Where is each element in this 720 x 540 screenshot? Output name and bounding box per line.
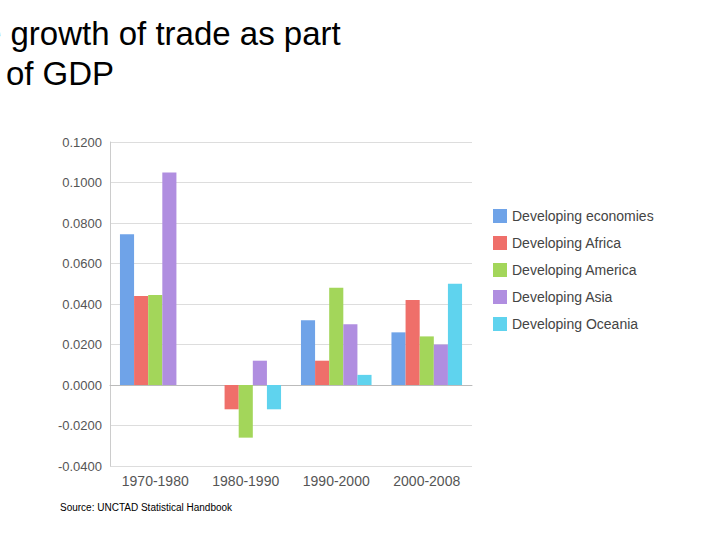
svg-text:Developing America: Developing America <box>512 262 637 278</box>
svg-text:0.0200: 0.0200 <box>62 337 102 352</box>
svg-text:0.0000: 0.0000 <box>62 378 102 393</box>
svg-text:1980-1990: 1980-1990 <box>212 473 279 489</box>
svg-text:0.1200: 0.1200 <box>62 135 102 150</box>
svg-text:of GDP: of GDP <box>6 55 114 92</box>
svg-text:1990-2000: 1990-2000 <box>303 473 370 489</box>
svg-text:1970-1980: 1970-1980 <box>122 473 189 489</box>
svg-text:Developing Asia: Developing Asia <box>512 289 613 305</box>
svg-text:2000-2008: 2000-2008 <box>393 473 460 489</box>
svg-text:Developing Africa: Developing Africa <box>512 235 621 251</box>
svg-text:Source: UNCTAD Statistical Han: Source: UNCTAD Statistical Handbook <box>60 502 233 513</box>
svg-text:Developing economies: Developing economies <box>512 208 654 224</box>
svg-text:-0.0200: -0.0200 <box>58 418 102 433</box>
svg-text:Annual average growth of trade: Annual average growth of trade as part <box>0 15 350 52</box>
svg-text:-0.0400: -0.0400 <box>58 459 102 474</box>
svg-text:0.0600: 0.0600 <box>62 256 102 271</box>
svg-text:0.1000: 0.1000 <box>62 175 102 190</box>
svg-text:0.0400: 0.0400 <box>62 297 102 312</box>
svg-text:0.0800: 0.0800 <box>62 216 102 231</box>
svg-text:Developing Oceania: Developing Oceania <box>512 316 638 332</box>
